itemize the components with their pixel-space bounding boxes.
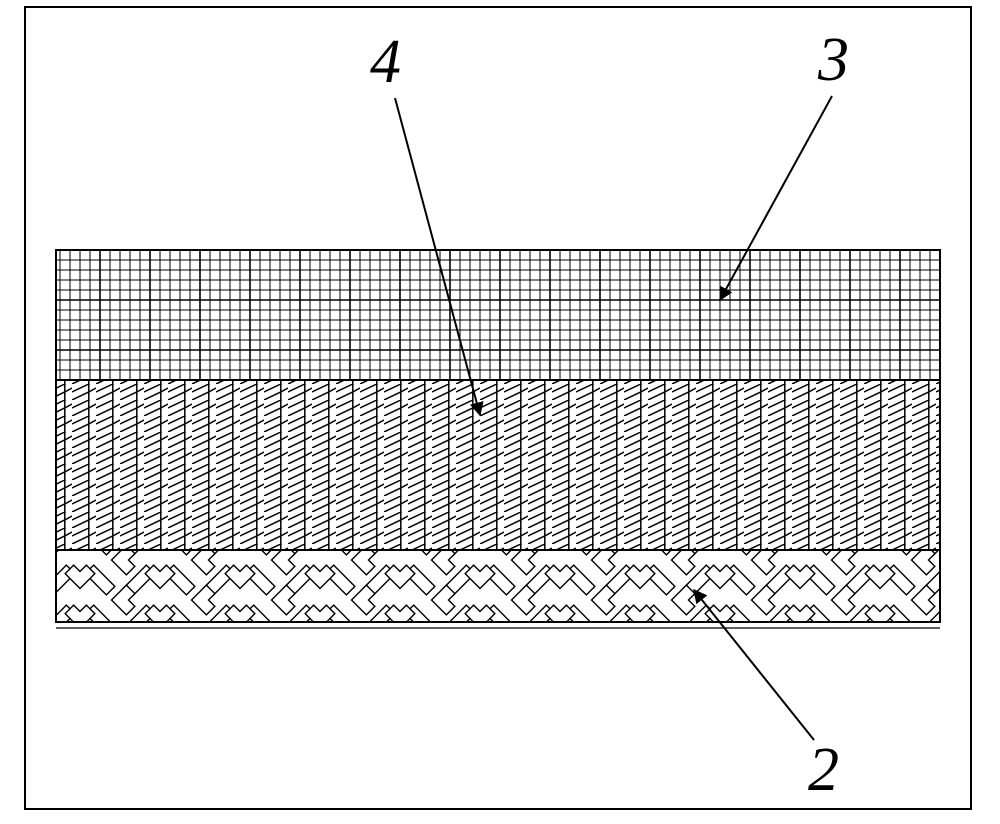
layer-middle xyxy=(56,380,940,550)
label-3: 3 xyxy=(817,26,849,94)
label-4: 4 xyxy=(370,28,401,96)
label-2: 2 xyxy=(808,736,839,804)
layer-top xyxy=(56,250,940,380)
layer-bottom xyxy=(56,550,940,622)
